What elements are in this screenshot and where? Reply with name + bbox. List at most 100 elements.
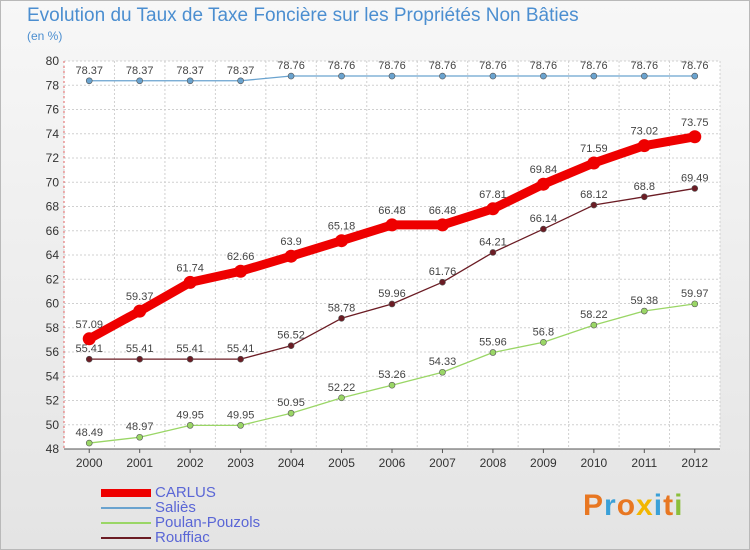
data-label-carlus: 62.66	[227, 251, 255, 263]
data-label-sali-s: 78.76	[277, 60, 305, 72]
x-tick-label: 2009	[530, 456, 557, 470]
x-tick-label: 2008	[480, 456, 507, 470]
unit-label: (en %)	[27, 29, 63, 43]
y-tick-label: 56	[46, 345, 60, 359]
data-label-rouffiac: 68.8	[634, 181, 655, 193]
data-label-poulan-pouzols: 49.95	[176, 409, 204, 421]
x-tick-label: 2012	[681, 456, 708, 470]
data-label-sali-s: 78.37	[227, 65, 255, 77]
data-point-carlus	[637, 139, 651, 153]
data-label-poulan-pouzols: 59.97	[681, 288, 709, 300]
data-point-rouffiac	[540, 225, 547, 233]
data-point-rouffiac	[136, 355, 143, 363]
data-point-poulan-pouzols	[641, 307, 648, 315]
data-label-rouffiac: 59.96	[378, 288, 406, 300]
data-point-poulan-pouzols	[237, 422, 244, 429]
data-point-poulan-pouzols	[338, 394, 345, 402]
data-point-carlus	[486, 202, 500, 216]
data-label-poulan-pouzols: 48.97	[126, 421, 154, 433]
data-point-poulan-pouzols	[691, 300, 699, 308]
data-label-sali-s: 78.76	[580, 60, 608, 72]
data-label-sali-s: 78.76	[530, 60, 558, 72]
data-point-carlus	[536, 177, 550, 191]
logo-letter: i	[674, 489, 684, 522]
data-point-rouffiac	[641, 193, 648, 201]
data-point-poulan-pouzols	[489, 349, 497, 356]
chart-title: Evolution du Taux de Taxe Foncière sur l…	[27, 5, 579, 26]
data-point-poulan-pouzols	[136, 433, 143, 441]
legend-label: Rouffiac	[155, 529, 210, 546]
data-point-poulan-pouzols	[186, 422, 194, 429]
legend-item: Saliès	[101, 500, 260, 515]
data-point-sali-s	[590, 72, 598, 80]
data-label-sali-s: 78.76	[681, 60, 709, 72]
x-tick-label: 2005	[328, 456, 355, 470]
legend-swatch	[101, 488, 151, 497]
data-point-rouffiac	[439, 278, 446, 286]
x-tick-label: 2004	[278, 456, 305, 470]
data-label-sali-s: 78.37	[126, 65, 154, 77]
y-tick-label: 66	[46, 224, 60, 238]
y-tick-label: 80	[46, 54, 60, 68]
data-label-poulan-pouzols: 48.49	[75, 427, 103, 439]
data-point-carlus	[82, 332, 96, 346]
data-point-sali-s	[136, 77, 143, 85]
data-point-rouffiac	[338, 314, 345, 322]
data-label-carlus: 65.18	[328, 221, 356, 233]
y-tick-label: 62	[46, 272, 60, 286]
data-label-carlus: 69.84	[530, 164, 558, 176]
data-label-rouffiac: 68.12	[580, 189, 608, 201]
data-point-carlus	[133, 304, 147, 318]
data-point-poulan-pouzols	[540, 338, 547, 346]
y-tick-label: 70	[46, 175, 60, 189]
y-tick-label: 60	[46, 297, 60, 311]
data-label-sali-s: 78.37	[75, 65, 103, 77]
legend-label: Saliès	[155, 499, 196, 516]
data-point-carlus	[688, 130, 702, 144]
data-label-sali-s: 78.76	[328, 60, 356, 72]
y-tick-label: 68	[46, 200, 60, 214]
y-tick-label: 78	[46, 78, 60, 92]
data-label-rouffiac: 56.52	[277, 330, 305, 342]
data-point-poulan-pouzols	[85, 439, 93, 447]
axes: 48 50 52 54 56 58 60 62 64 66 68 70 72 74 76 78 80 2000 20…	[46, 54, 720, 470]
x-tick-label: 2002	[177, 456, 204, 470]
data-point-rouffiac	[691, 185, 699, 192]
y-tick-label: 54	[46, 369, 60, 383]
data-label-poulan-pouzols: 52.22	[328, 382, 356, 394]
data-point-sali-s	[85, 77, 93, 85]
data-labels: 78.37 78.37 78.37 78.37 78.76 78.76 78.76 78.76…	[75, 60, 708, 439]
data-point-sali-s	[439, 72, 446, 80]
data-point-carlus	[183, 275, 197, 289]
y-tick-label: 52	[46, 394, 60, 408]
data-label-carlus: 61.74	[176, 262, 204, 274]
data-label-carlus: 73.75	[681, 117, 709, 129]
data-point-rouffiac	[186, 355, 194, 363]
y-tick-label: 74	[46, 127, 60, 141]
data-label-poulan-pouzols: 49.95	[227, 409, 255, 421]
data-point-sali-s	[540, 72, 547, 80]
data-point-rouffiac	[388, 300, 396, 308]
x-tick-label: 2006	[379, 456, 406, 470]
logo-letter: r	[604, 489, 617, 522]
x-tick-label: 2001	[126, 456, 153, 470]
data-label-poulan-pouzols: 59.38	[631, 295, 659, 307]
data-label-rouffiac: 64.21	[479, 236, 507, 248]
legend-label: CARLUS	[155, 484, 216, 501]
data-label-carlus: 66.48	[378, 205, 406, 217]
logo-letter: t	[663, 489, 675, 522]
data-point-rouffiac	[590, 201, 598, 209]
data-label-rouffiac: 55.41	[227, 343, 255, 355]
series-group	[82, 72, 702, 447]
data-label-sali-s: 78.76	[429, 60, 457, 72]
data-label-poulan-pouzols: 53.26	[378, 369, 406, 381]
data-point-sali-s	[287, 72, 295, 80]
data-label-carlus: 59.37	[126, 291, 154, 303]
data-point-carlus	[284, 249, 298, 263]
data-point-carlus	[435, 218, 449, 232]
data-point-poulan-pouzols	[388, 381, 396, 389]
legend-swatch	[101, 536, 151, 539]
data-label-carlus: 71.59	[580, 143, 608, 155]
legend: CARLUS Saliès Poulan-Pouzols Rouffiac	[101, 485, 260, 545]
data-point-sali-s	[338, 72, 345, 80]
